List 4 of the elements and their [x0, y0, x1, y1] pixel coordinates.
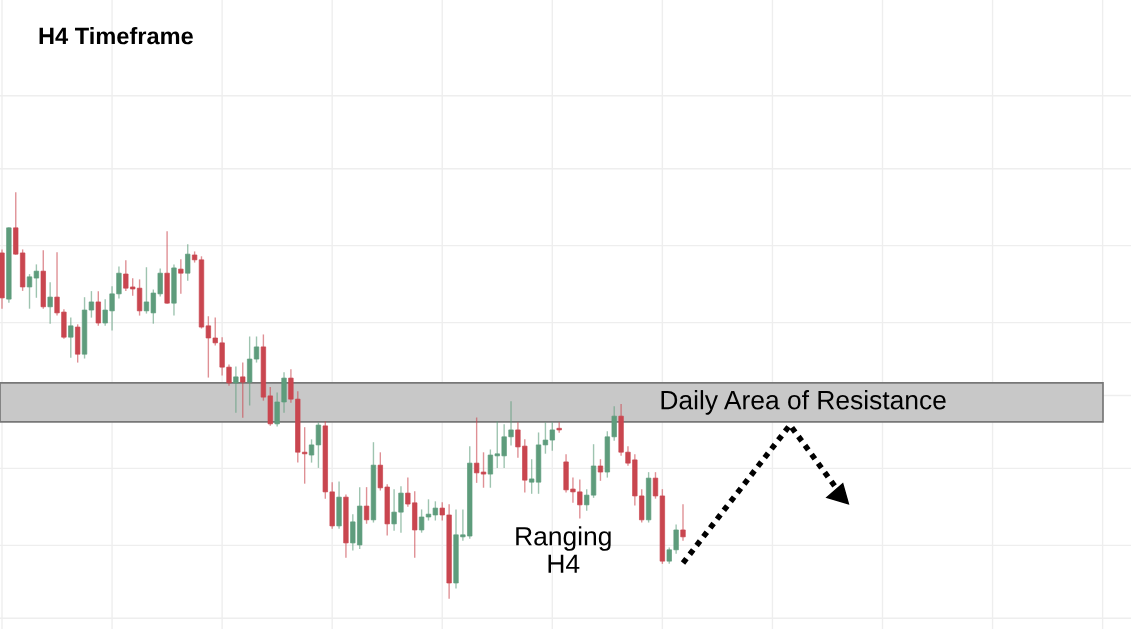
- annotation: Ranging H4: [516, 526, 611, 573]
- candlestick: [556, 422, 562, 433]
- chart-title: H4 Timeframe: [39, 27, 193, 45]
- band-label: Daily Area of Resistance: [661, 390, 946, 415]
